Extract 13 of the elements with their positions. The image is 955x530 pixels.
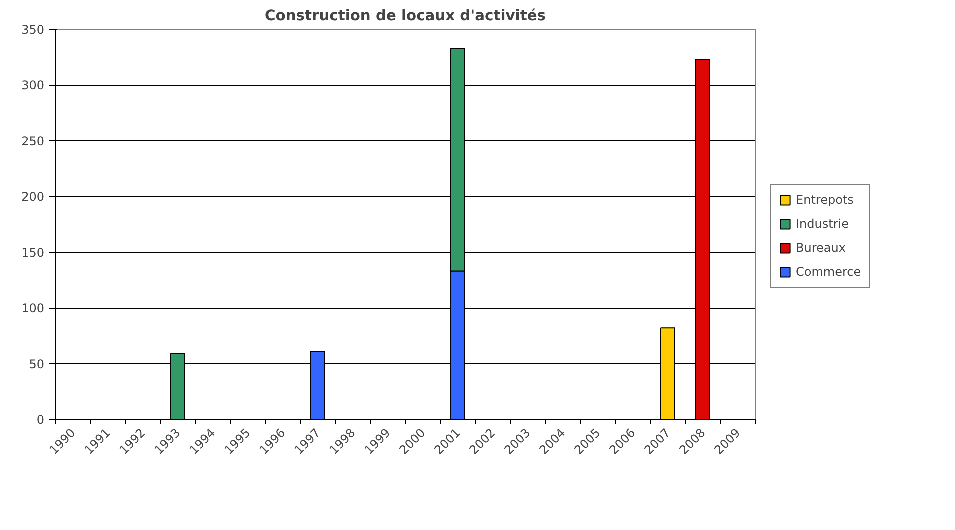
y-tick-label: 200 [22,190,44,204]
y-tick-label: 250 [22,134,44,148]
chart-title: Construction de locaux d'activités [265,8,546,24]
legend-label: Industrie [796,217,849,231]
y-tick-label: 50 [29,357,45,372]
y-tick-label: 300 [22,78,44,93]
legend-label: Bureaux [796,241,846,255]
y-tick-label: 350 [22,23,44,37]
y-tick-label: 100 [22,302,44,316]
legend-label: Entrepots [796,193,854,207]
y-tick-label: 0 [36,413,45,427]
legend-label: Commerce [796,265,862,279]
y-tick-label: 150 [22,246,44,260]
